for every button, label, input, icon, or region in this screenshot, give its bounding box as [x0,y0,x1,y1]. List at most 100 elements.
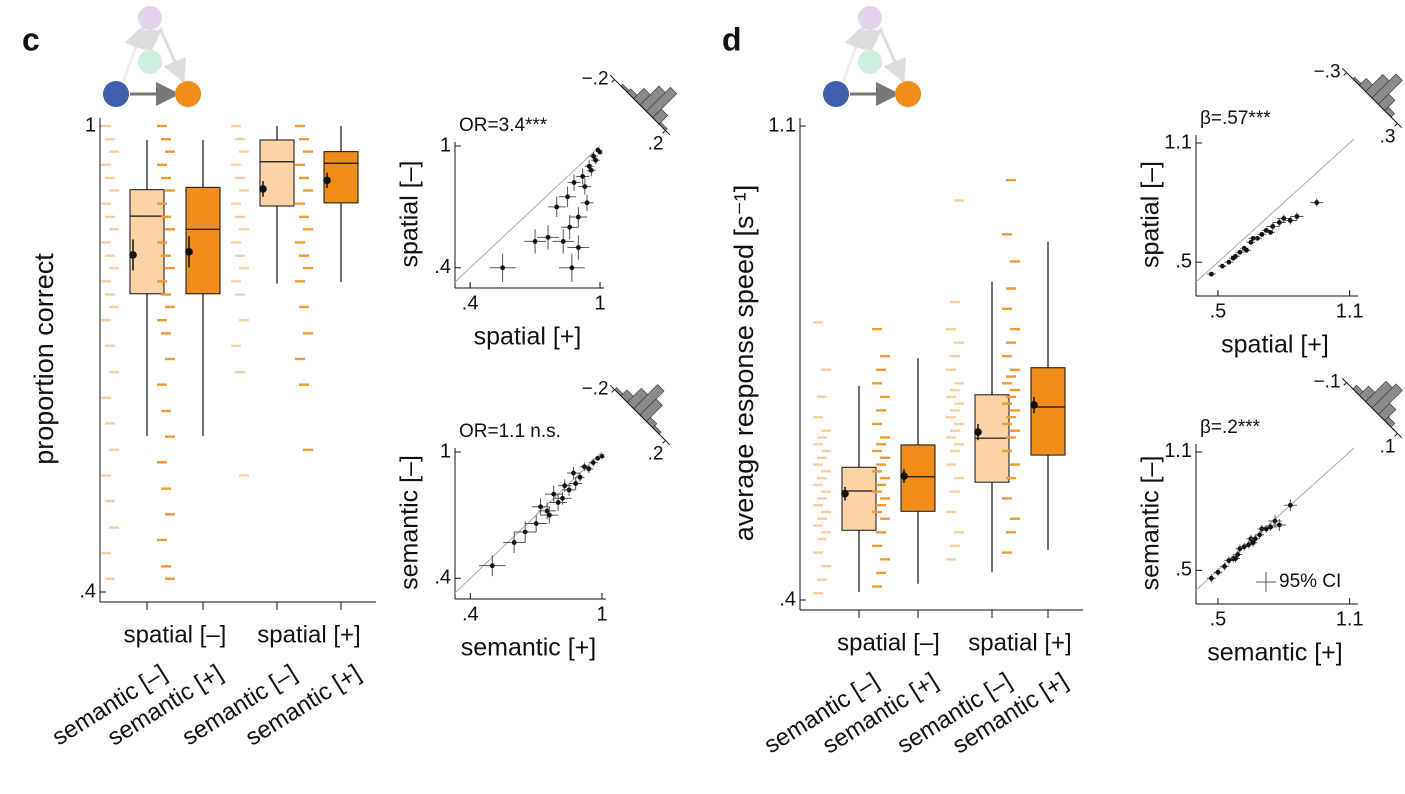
data-point [235,371,245,374]
data-point [303,448,313,452]
data-point [950,409,960,412]
x-tick-label: .5 [1210,300,1227,322]
data-point [161,215,171,219]
data-point [299,138,309,141]
group-label: spatial [+] [968,629,1071,656]
point [1222,564,1227,569]
point [489,563,495,569]
data-point [157,461,167,464]
data-point [872,490,882,493]
point [1272,518,1278,524]
data-point [303,189,313,192]
point [571,470,576,476]
y-tick-label: 1.1 [1164,440,1192,462]
y-axis-label: semantic [–] [396,455,424,590]
data-point [880,558,890,561]
data-point [954,341,964,344]
data-point [1010,260,1020,263]
x-tick-label: 1 [594,292,605,314]
data-point [109,266,119,270]
point [500,265,506,271]
x-tick-label: 1.1 [1336,608,1364,630]
data-point [1002,307,1012,311]
data-point [157,383,167,386]
data-point [101,474,111,477]
point [1287,218,1293,223]
data-point [813,524,823,527]
data-point [161,254,171,257]
point [1276,220,1282,225]
y-tick-label: 1 [440,134,451,156]
inset-histogram [1341,377,1403,439]
data-point [101,202,111,205]
data-point [876,368,886,371]
data-point [303,332,313,335]
inset-tick [611,389,615,393]
data-point [954,402,964,405]
data-point [876,483,886,487]
data-point [1010,327,1020,331]
data-point [1010,368,1020,371]
data-point [954,531,964,534]
point [577,474,583,480]
data-point [235,138,245,141]
data-point [880,436,890,439]
y-tick-label: .5 [1175,250,1192,272]
data-point [1002,497,1012,500]
data-point [1010,517,1020,520]
point [584,200,590,206]
data-point [880,517,890,520]
point [586,163,592,169]
histogram-bar [620,83,630,93]
point [1208,575,1214,581]
data-point [1002,551,1012,554]
y-tick-label: 1 [85,114,96,136]
x-axis-label: spatial [+] [1221,331,1329,359]
data-point [1006,476,1016,480]
point [566,487,572,493]
mean [185,248,193,256]
data-point [295,357,305,361]
data-point [1006,436,1016,439]
inset-tick-label: −.1 [1314,372,1341,393]
data-point [157,241,167,244]
data-point [105,344,115,347]
identity-line [454,145,601,283]
data-point [235,293,245,296]
data-point [295,280,305,283]
data-point [235,254,245,257]
data-point [821,564,831,568]
data-point [954,382,964,385]
data-point [165,228,175,231]
data-point [299,176,309,180]
data-point [157,538,167,542]
inset-histogram [609,384,671,446]
data-point [157,163,167,167]
mean [900,472,908,480]
point [1237,249,1243,255]
data-point [109,448,119,452]
data-point [157,124,167,128]
point [1259,231,1265,237]
network-icon [103,6,201,107]
box [259,139,295,207]
data-point [165,577,175,580]
data-point [1010,429,1020,432]
annotation: β=.57*** [1200,108,1271,129]
data-point [817,578,827,581]
point [1244,247,1249,253]
data-point [950,544,960,548]
data-point [299,215,309,219]
point [593,157,599,163]
data-point [1006,375,1016,378]
data-point [946,436,956,439]
point [567,224,573,230]
point [1287,502,1293,508]
point [562,483,568,489]
box [185,186,221,295]
data-point [821,449,831,453]
y-axis-label: spatial [–] [1137,161,1165,268]
data-point [1006,531,1016,534]
inset-tick-label: .3 [1380,126,1396,147]
data-point [101,551,111,555]
